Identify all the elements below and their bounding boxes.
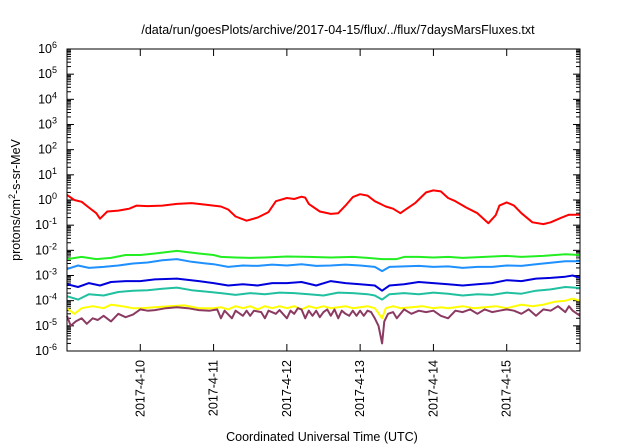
y-axis-label-rest: -s-sr-MeV <box>9 138 23 194</box>
y-tick-label: 104 <box>38 90 57 106</box>
x-tick-label: 2017-4-14 <box>426 360 440 417</box>
data-series <box>66 189 581 345</box>
x-tick-labels: 2017-4-10 2017-4-11 2017-4-12 2017-4-13 2017… <box>133 360 513 417</box>
y-tick-label: 105 <box>38 65 57 81</box>
tick-marks <box>67 48 580 352</box>
y-tick-label: 10-4 <box>35 292 57 308</box>
y-tick-labels: 10-6 10-5 10-4 10-3 10-2 10-1 100 101 102 103 104 1… <box>35 40 57 358</box>
y-tick-label: 10-3 <box>35 267 57 283</box>
series-line-blue <box>66 258 580 273</box>
y-tick-label: 101 <box>38 166 57 182</box>
x-axis-label: Coordinated Universal Time (UTC) <box>226 430 418 444</box>
y-axis-label: protons/cm2-s-sr-MeV <box>7 138 23 260</box>
y-tick-label: 10-5 <box>35 317 57 333</box>
series-line-purple <box>66 305 581 345</box>
y-tick-label: 10-1 <box>35 216 57 232</box>
series-line-yellow <box>66 297 581 320</box>
y-tick-label: 10-6 <box>35 342 57 358</box>
x-tick-label: 2017-4-12 <box>280 360 294 417</box>
series-line-red <box>66 189 580 226</box>
y-axis-label-base: protons/cm <box>9 199 23 261</box>
series-line-navy <box>66 274 581 292</box>
y-tick-label: 102 <box>38 141 57 157</box>
plot-frame <box>66 48 581 352</box>
x-tick-label: 2017-4-15 <box>500 360 514 417</box>
y-tick-label: 100 <box>38 191 57 207</box>
chart-title: /data/run/goesPlots/archive/2017-04-15/f… <box>141 23 535 37</box>
y-tick-label: 10-2 <box>35 241 57 257</box>
x-tick-label: 2017-4-13 <box>353 360 367 417</box>
y-tick-label: 106 <box>38 40 57 56</box>
x-tick-label: 2017-4-10 <box>133 360 147 417</box>
x-tick-label: 2017-4-11 <box>207 360 221 416</box>
series-line-teal <box>66 286 581 301</box>
series-line-green <box>66 249 581 261</box>
y-axis-label-sup: 2 <box>7 194 17 199</box>
y-tick-label: 103 <box>38 116 57 132</box>
